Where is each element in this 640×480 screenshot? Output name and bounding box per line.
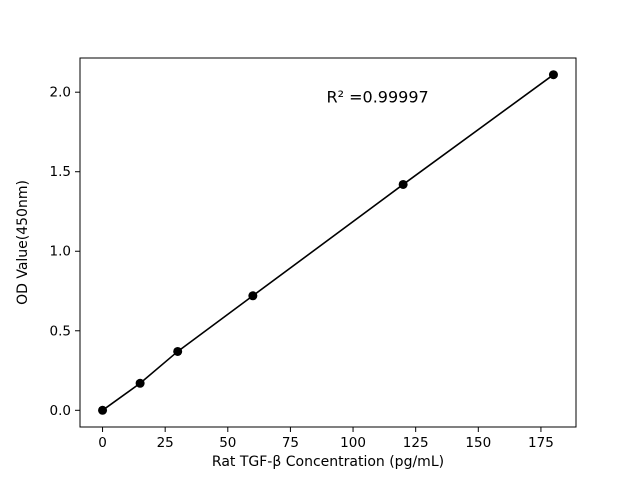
x-tick-label: 150	[465, 435, 491, 451]
y-tick-label: 0.5	[50, 323, 71, 339]
x-tick-label: 175	[528, 435, 554, 451]
x-tick-label: 25	[157, 435, 174, 451]
data-point-marker	[173, 346, 183, 356]
y-tick-label: 1.5	[50, 164, 71, 180]
y-axis-label: OD Value(450nm)	[15, 180, 31, 305]
x-tick-label: 50	[219, 435, 236, 451]
y-tick-label: 2.0	[50, 85, 71, 101]
y-tick-label: 1.0	[50, 244, 71, 260]
data-point-marker	[248, 291, 258, 301]
x-axis-label: Rat TGF-β Concentration (pg/mL)	[212, 454, 444, 470]
data-point-marker	[98, 405, 108, 415]
x-tick-label: 125	[403, 435, 429, 451]
y-tick-label: 0.0	[50, 403, 71, 419]
data-point-marker	[548, 70, 558, 80]
x-tick-label: 0	[98, 435, 107, 451]
x-tick-label: 100	[340, 435, 366, 451]
data-point-marker	[135, 378, 145, 388]
data-point-marker	[398, 179, 408, 189]
axes-spines	[79, 57, 577, 428]
r-squared-annotation: R² =0.99997	[327, 87, 429, 106]
series-line	[102, 74, 554, 411]
x-tick-label: 75	[282, 435, 299, 451]
